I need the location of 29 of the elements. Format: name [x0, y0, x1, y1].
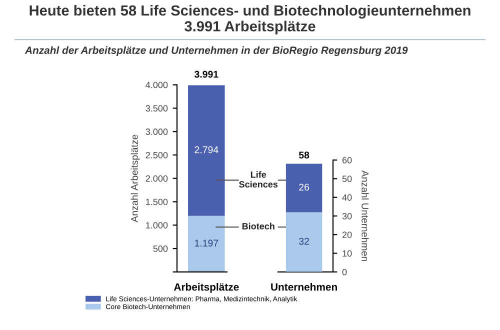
chart-subtitle: Anzahl der Arbeitsplätze und Unternehmen in der BioRegio Regensburg 2019 [24, 46, 408, 56]
y-axis-title: Anzahl Arbeitsplätze [130, 134, 140, 222]
y2-axis-title: Anzahl Unternehmen [362, 170, 369, 262]
y2-tick-label: 40 [342, 194, 352, 201]
data-label: 1.197 [194, 240, 218, 247]
total-label: 3.991 [194, 70, 218, 78]
data-label: 32 [299, 238, 309, 245]
y2-tick-label: 10 [342, 250, 352, 257]
text: Life Sciences [239, 171, 278, 188]
y-tick-label: 2.500 [146, 152, 168, 158]
y-tick-label: 3.000 [146, 128, 168, 135]
total-label: 58 [298, 152, 310, 158]
y-tick-label: 4.000 [146, 82, 168, 88]
text: Biotech [242, 222, 274, 230]
y-tick-label: 1.500 [146, 198, 168, 206]
data-label: 26 [299, 184, 310, 191]
y-tick-label: 500 [153, 246, 168, 252]
y-tick-label: 2.000 [146, 175, 168, 182]
x-tick-label: Arbeitsplätze [174, 283, 239, 293]
y2-tick-label: 30 [342, 212, 352, 220]
data-label: 2.794 [194, 146, 218, 154]
chart-title: Heute bieten 58 Life Sciences- und Biotechnologieunternehmen 3.991 Arbeitsplätze [30, 4, 470, 34]
y-tick-label: 3.500 [146, 105, 168, 112]
y2-tick-label: 60 [342, 157, 352, 164]
y-tick-label: 1.000 [146, 222, 168, 229]
y2-tick-label: 0 [342, 268, 347, 276]
y2-tick-label: 50 [342, 176, 352, 182]
x-tick-label: Unternehmen [271, 283, 337, 291]
y2-tick-label: 20 [342, 232, 352, 238]
